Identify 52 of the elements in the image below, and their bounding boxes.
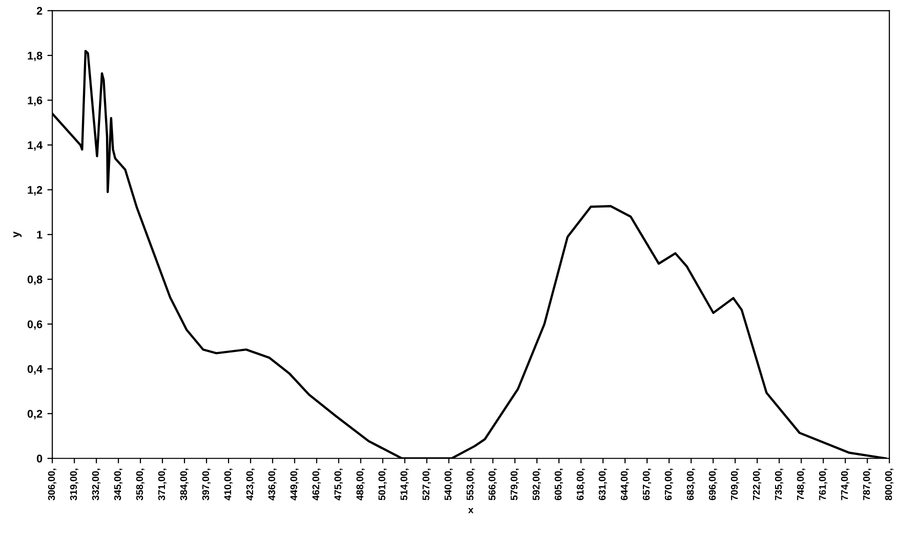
y-tick-label: 1	[37, 230, 42, 239]
x-tick-label: 410,00,	[224, 468, 233, 500]
x-tick-label: 683,00,	[686, 468, 696, 500]
x-axis-title: x	[468, 508, 474, 514]
x-tick-label: 579,00,	[510, 468, 519, 500]
y-tick-label: 1,2	[28, 186, 42, 196]
y-tick-label: 0,2	[28, 410, 42, 420]
x-tick-label: 787,00,	[863, 468, 872, 500]
x-tick-label: 722,00,	[752, 468, 762, 500]
y-tick-label: 1,6	[28, 96, 42, 106]
x-tick-label: 774,00,	[841, 468, 850, 500]
x-tick-label: 514,00,	[400, 468, 409, 500]
x-tick-label: 527,00,	[422, 468, 431, 500]
x-tick-label: 345,00,	[114, 468, 122, 500]
x-tick-label: 748,00,	[796, 468, 806, 500]
x-tick-label: 371,00,	[158, 468, 166, 500]
y-tick-label: 0,4	[28, 365, 43, 375]
y-tick-label: 1,8	[28, 52, 42, 62]
x-tick-label: 501,00,	[378, 468, 387, 500]
x-tick-label: 670,00,	[664, 468, 674, 500]
x-tick-label: 618,00,	[576, 468, 585, 500]
x-tick-label: 384,00,	[180, 468, 188, 500]
x-tick-label: 462,00,	[312, 468, 321, 500]
x-tick-label: 488,00,	[356, 468, 365, 500]
x-tick-label: 319,00,	[70, 468, 78, 500]
x-tick-label: 553,00,	[466, 468, 475, 500]
x-tick-label: 306,00,	[48, 468, 56, 500]
y-tick-label: 1,4	[28, 141, 43, 151]
x-tick-label: 358,00,	[136, 468, 144, 500]
x-tick-label: 631,00,	[598, 468, 608, 500]
y-tick-label: 0,8	[28, 276, 42, 286]
y-axis-title: y	[13, 231, 22, 238]
y-tick-label: 0,6	[28, 320, 42, 330]
x-tick-label: 449,00,	[290, 468, 299, 500]
x-tick-label: 761,00,	[819, 468, 828, 500]
x-tick-label: 423,00,	[246, 468, 255, 500]
x-tick-label: 657,00,	[642, 468, 652, 500]
x-tick-label: 475,00,	[334, 468, 343, 500]
x-tick-label: 709,00,	[730, 468, 740, 500]
y-tick-label: 0	[36, 454, 42, 463]
x-tick-label: 397,00,	[202, 468, 211, 500]
x-tick-label: 644,00,	[620, 468, 630, 500]
x-tick-label: 696,00,	[708, 468, 718, 500]
x-tick-label: 436,00,	[268, 468, 277, 500]
x-tick-label: 540,00,	[444, 468, 453, 500]
y-tick-label: 2	[36, 6, 42, 15]
x-tick-label: 605,00,	[554, 468, 563, 500]
x-tick-label: 332,00,	[92, 468, 100, 500]
x-tick-label: 800,00,	[885, 468, 894, 500]
x-tick-label: 566,00,	[488, 468, 497, 500]
x-tick-label: 735,00,	[774, 468, 784, 500]
x-tick-label: 592,00,	[532, 468, 541, 500]
